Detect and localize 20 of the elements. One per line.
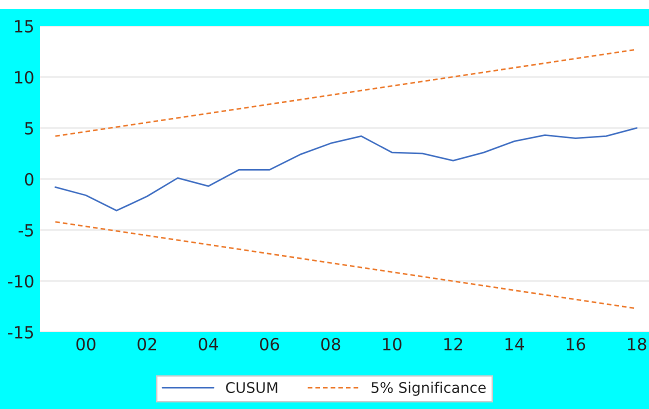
x-tick-label: 18 xyxy=(628,338,646,350)
legend-label: 5% Significance xyxy=(372,382,486,396)
y-tick-label: 15 xyxy=(15,20,33,33)
x-tick-label: 16 xyxy=(566,338,586,350)
legend-label: CUSUM xyxy=(226,382,278,394)
x-tick-label: 08 xyxy=(321,338,340,350)
x-tick-label: 02 xyxy=(138,338,156,350)
y-tick-label: -5 xyxy=(18,224,33,237)
y-tick-label: 10 xyxy=(15,70,34,84)
y-tick-label: -10 xyxy=(8,274,34,288)
x-tick-label: 12 xyxy=(444,338,462,350)
x-tick-label: 10 xyxy=(383,338,402,350)
x-tick-label: 00 xyxy=(76,338,96,350)
x-tick-label: 04 xyxy=(198,338,218,350)
line-series xyxy=(54,127,638,212)
x-tick-label: 06 xyxy=(260,338,280,350)
y-tick-label: -15 xyxy=(8,326,33,339)
x-tick-label: 14 xyxy=(506,338,524,350)
y-tick-label: 5 xyxy=(25,122,33,135)
y-tick-label: 0 xyxy=(24,172,34,186)
